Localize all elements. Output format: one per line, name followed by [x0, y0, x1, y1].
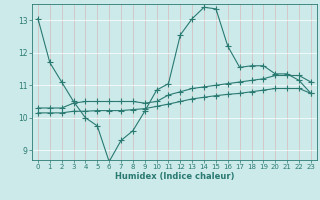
X-axis label: Humidex (Indice chaleur): Humidex (Indice chaleur): [115, 172, 234, 181]
